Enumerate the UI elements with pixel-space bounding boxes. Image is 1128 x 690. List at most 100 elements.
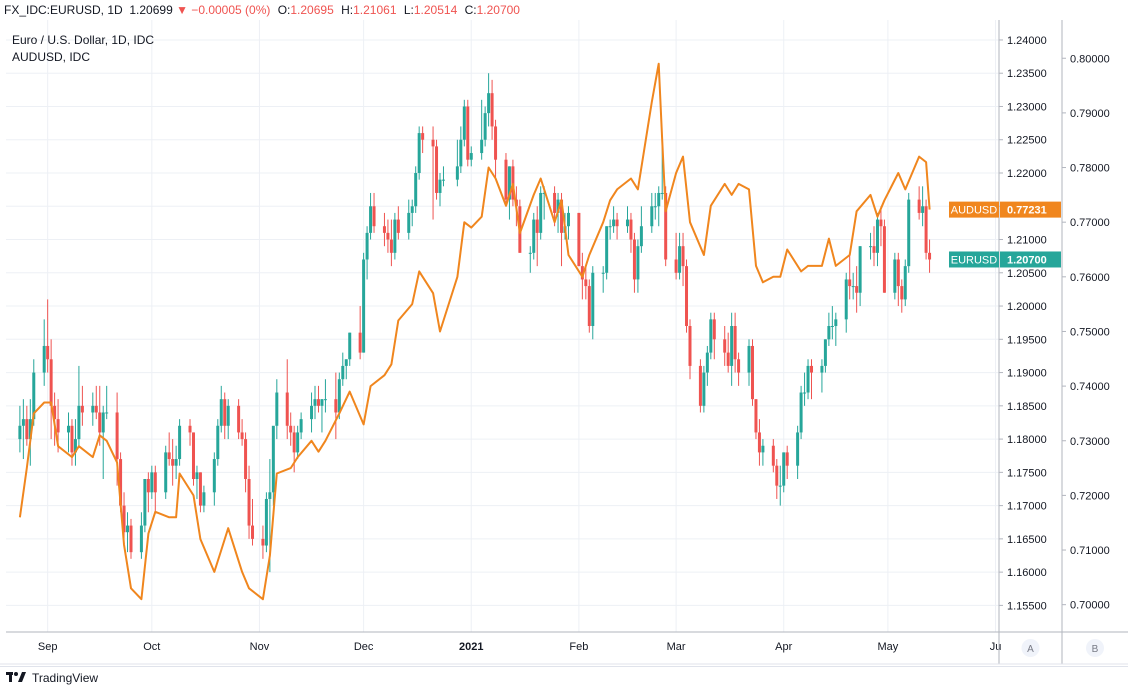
candle[interactable] <box>202 485 206 513</box>
candle[interactable] <box>80 385 84 426</box>
candle[interactable] <box>167 432 171 466</box>
candle[interactable] <box>414 166 418 213</box>
candle[interactable] <box>761 439 765 466</box>
candle[interactable] <box>900 279 904 313</box>
candle[interactable] <box>893 252 897 300</box>
candle[interactable] <box>820 359 824 393</box>
candle[interactable] <box>535 206 539 267</box>
candle[interactable] <box>237 399 241 440</box>
candle[interactable] <box>678 232 682 280</box>
candle[interactable] <box>296 425 300 460</box>
candle[interactable] <box>143 479 147 533</box>
candle[interactable] <box>28 399 32 466</box>
candle[interactable] <box>879 206 883 247</box>
candle[interactable] <box>754 399 758 440</box>
candle[interactable] <box>244 432 248 493</box>
symbol-title[interactable]: FX_IDC:EURUSD, 1D <box>4 3 123 17</box>
candle[interactable] <box>872 226 876 267</box>
candle[interactable] <box>806 359 810 400</box>
candle[interactable] <box>608 219 612 240</box>
candle[interactable] <box>903 259 907 307</box>
chart-area[interactable]: 1.240001.235001.230001.225001.220001.215… <box>0 20 1128 665</box>
candle[interactable] <box>21 399 25 460</box>
candle[interactable] <box>858 246 862 307</box>
candle[interactable] <box>316 385 320 413</box>
candle[interactable] <box>25 405 29 446</box>
candle[interactable] <box>178 419 182 466</box>
candle[interactable] <box>639 206 643 253</box>
candle[interactable] <box>223 392 227 440</box>
candle[interactable] <box>129 518 133 559</box>
candle[interactable] <box>188 419 192 446</box>
candle[interactable] <box>650 192 654 233</box>
candle[interactable] <box>928 239 932 273</box>
candle[interactable] <box>323 379 327 413</box>
candle[interactable] <box>174 445 178 479</box>
candle[interactable] <box>629 212 633 253</box>
candle[interactable] <box>438 173 442 207</box>
candle[interactable] <box>539 186 543 240</box>
candle[interactable] <box>494 119 498 180</box>
candle[interactable] <box>247 465 251 539</box>
candle[interactable] <box>441 166 445 187</box>
candle[interactable] <box>851 272 855 300</box>
candle[interactable] <box>653 192 657 220</box>
candle[interactable] <box>285 359 289 440</box>
candle[interactable] <box>216 419 220 466</box>
candle[interactable] <box>341 352 345 386</box>
candle[interactable] <box>191 432 195 486</box>
candle[interactable] <box>896 252 900 307</box>
candle[interactable] <box>657 186 661 227</box>
candle[interactable] <box>636 239 640 293</box>
candle[interactable] <box>455 139 459 187</box>
scale-b-button-label[interactable]: B <box>1092 644 1099 655</box>
candle[interactable] <box>775 459 779 499</box>
candle[interactable] <box>487 73 491 127</box>
candle[interactable] <box>421 126 425 154</box>
candle[interactable] <box>435 139 439 200</box>
candle[interactable] <box>587 279 591 333</box>
candle[interactable] <box>365 226 369 280</box>
candle[interactable] <box>393 212 397 260</box>
candle[interactable] <box>705 345 709 386</box>
candle[interactable] <box>264 492 268 553</box>
candle[interactable] <box>601 266 605 293</box>
candle[interactable] <box>348 332 352 366</box>
candle[interactable] <box>528 246 532 273</box>
candle[interactable] <box>674 232 678 280</box>
candle[interactable] <box>869 232 873 260</box>
candle[interactable] <box>91 392 95 426</box>
candle[interactable] <box>212 452 216 506</box>
candle[interactable] <box>275 379 279 440</box>
candle[interactable] <box>882 219 886 293</box>
candle[interactable] <box>827 312 831 346</box>
candle[interactable] <box>299 412 303 440</box>
tradingview-logo[interactable]: TradingView <box>6 671 98 685</box>
candle[interactable] <box>66 412 70 453</box>
candle[interactable] <box>219 385 223 433</box>
candle[interactable] <box>372 192 376 233</box>
scale-b-button[interactable] <box>1086 639 1104 657</box>
candle[interactable] <box>240 419 244 446</box>
candle[interactable] <box>94 385 98 420</box>
candle[interactable] <box>532 212 536 260</box>
candle[interactable] <box>344 359 348 380</box>
candle[interactable] <box>834 312 838 346</box>
candle[interactable] <box>750 339 754 406</box>
candle[interactable] <box>799 385 803 440</box>
candle[interactable] <box>334 372 338 440</box>
candle[interactable] <box>785 445 789 479</box>
candle[interactable] <box>685 259 689 333</box>
candle[interactable] <box>73 419 77 466</box>
candle[interactable] <box>921 186 925 227</box>
candle[interactable] <box>313 385 317 420</box>
candle[interactable] <box>466 99 470 167</box>
candle[interactable] <box>459 126 463 173</box>
candle[interactable] <box>483 106 487 147</box>
candle[interactable] <box>747 339 751 386</box>
candle[interactable] <box>292 425 296 473</box>
candle[interactable] <box>462 99 466 147</box>
chart-svg[interactable]: 1.240001.235001.230001.225001.220001.215… <box>0 20 1128 665</box>
candle[interactable] <box>126 512 130 553</box>
candle[interactable] <box>289 412 293 446</box>
